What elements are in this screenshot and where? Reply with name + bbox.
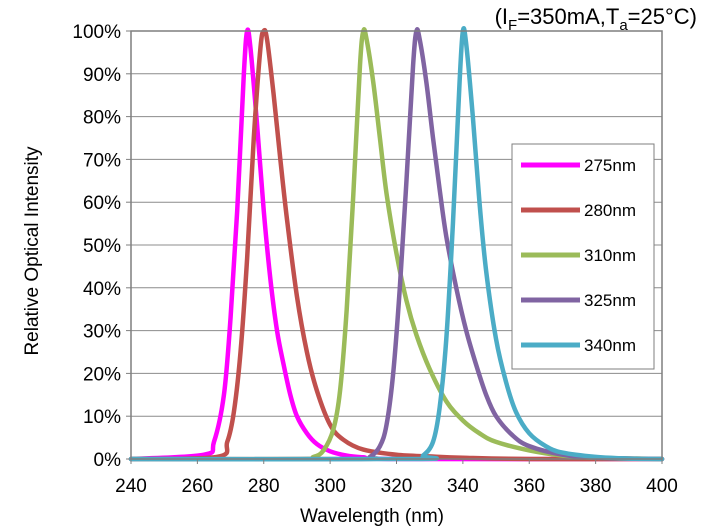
legend-label: 280nm (584, 201, 636, 220)
chart-condition: (IF=350mA,Ta=25°C) (495, 4, 697, 34)
legend-label: 275nm (584, 156, 636, 175)
y-tick-label: 20% (83, 364, 121, 385)
series-line-325nm (128, 27, 665, 462)
series-group (128, 26, 665, 462)
x-tick-label: 360 (513, 476, 545, 497)
y-tick-label: 70% (83, 150, 121, 171)
y-tick-label: 80% (83, 108, 121, 129)
x-tick-label: 380 (580, 476, 612, 497)
series-line-280nm (128, 27, 665, 462)
x-tick-label: 320 (381, 476, 413, 497)
legend-label: 310nm (584, 246, 636, 265)
legend-label: 340nm (584, 336, 636, 355)
legend: 275nm 280nm 310nm 325nm 340nm (511, 143, 655, 370)
y-tick-label: 30% (83, 322, 121, 343)
y-tick-label: 40% (83, 279, 121, 300)
legend-label: 325nm (584, 291, 636, 310)
legend-box (511, 143, 655, 370)
x-axis-ticks: 240 260 280 300 320 340 360 380 400 (115, 459, 678, 497)
y-tick-label: 90% (83, 65, 121, 86)
y-tick-label: 60% (83, 193, 121, 214)
y-axis-label: Relative Optical Intensity (22, 146, 43, 356)
y-tick-label: 10% (83, 407, 121, 428)
series-line-310nm (128, 27, 665, 462)
y-tick-label: 100% (72, 22, 121, 43)
x-tick-label: 240 (115, 476, 147, 497)
x-tick-label: 260 (182, 476, 214, 497)
series-line-275nm (128, 27, 665, 462)
series-line-340nm (128, 26, 665, 462)
x-tick-label: 280 (248, 476, 280, 497)
x-axis-label: Wavelength (nm) (300, 506, 444, 527)
y-tick-label: 0% (94, 450, 122, 471)
y-axis-ticks: 0% 10% 20% 30% 40% 50% 60% 70% 80% 90% 100% (72, 22, 131, 471)
x-tick-label: 300 (314, 476, 346, 497)
y-tick-label: 50% (83, 236, 121, 257)
x-tick-label: 400 (646, 476, 678, 497)
x-tick-label: 340 (447, 476, 479, 497)
